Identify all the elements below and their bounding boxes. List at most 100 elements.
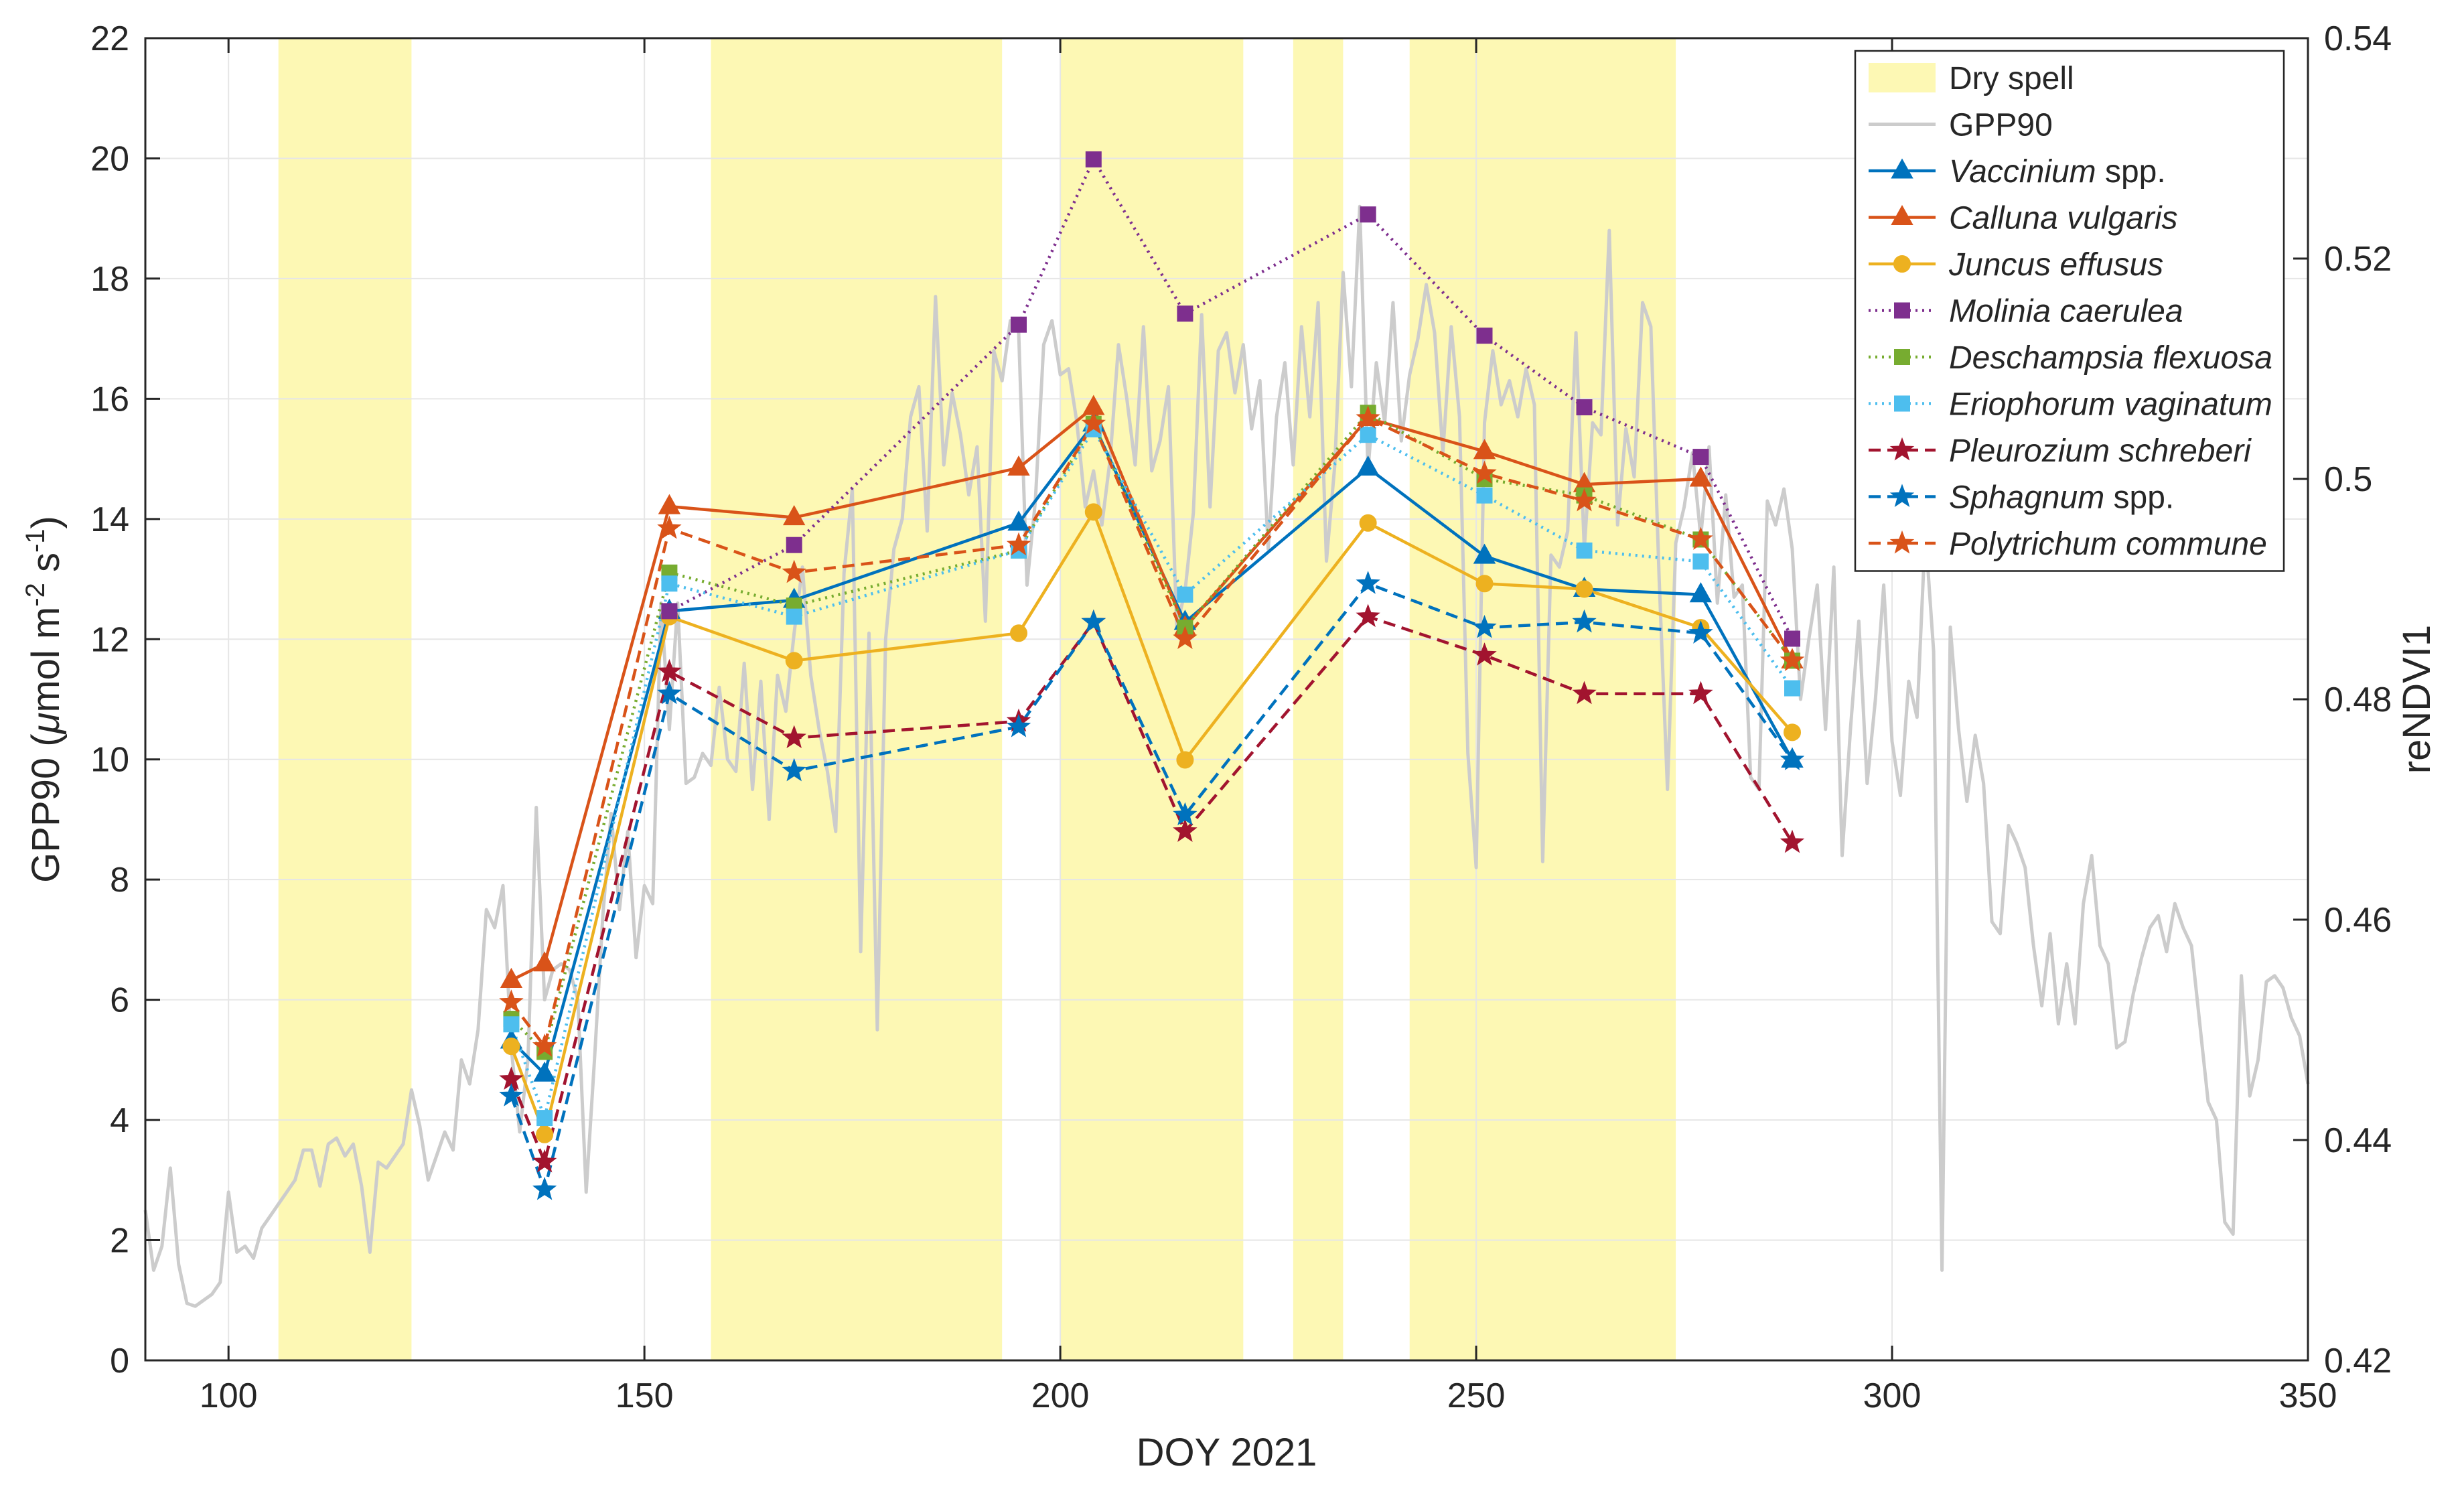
- legend-label-italic: Sphagnum: [1949, 480, 2104, 516]
- y-right-tick-label: 0.54: [2324, 19, 2392, 58]
- sphagnum-point: [1006, 713, 1031, 737]
- legend-marker-polytrichum: [1889, 530, 1915, 554]
- eriophorum-point: [1692, 553, 1709, 570]
- y-left-tick-label: 14: [90, 500, 129, 539]
- calluna-point: [533, 951, 556, 972]
- series-markers: [499, 151, 1805, 1200]
- legend-label-pleurozium: Pleurozium schreberi: [1949, 433, 2252, 469]
- y-right-axis-label: reNDVI1: [2395, 625, 2439, 774]
- x-tick-label: 350: [2279, 1376, 2337, 1415]
- legend-label-italic: Deschampsia flexuosa: [1949, 340, 2272, 376]
- y-left-label-mu: μ: [24, 713, 68, 735]
- molinia-point: [1476, 328, 1493, 344]
- pleurozium-point: [1173, 819, 1198, 842]
- legend-label-italic: Pleurozium schreberi: [1949, 433, 2252, 469]
- polytrichum-point: [1081, 411, 1106, 435]
- legend-marker-calluna: [1891, 204, 1913, 225]
- legend-marker-deschampsia: [1894, 349, 1910, 365]
- molinia-point: [1085, 151, 1102, 167]
- y-left-tick-label: 10: [90, 741, 129, 780]
- pleurozium-point: [1780, 829, 1805, 853]
- legend-marker-molinia: [1894, 302, 1910, 319]
- polytrichum-point: [1472, 460, 1497, 484]
- polytrichum-point: [532, 1034, 557, 1057]
- vaccinium-point: [1356, 455, 1380, 476]
- juncus-point: [1575, 580, 1593, 598]
- sphagnum-point: [782, 758, 806, 782]
- legend-marker-sphagnum: [1889, 484, 1915, 508]
- eriophorum-point: [503, 1016, 520, 1033]
- y-left-tick-label: 2: [110, 1222, 129, 1261]
- dry-spell-band: [1293, 38, 1344, 1360]
- y-left-tick-label: 8: [110, 861, 129, 900]
- legend-items: Dry spell GPP90 Vaccinium spp. Calluna vulg…: [1869, 61, 2272, 562]
- pleurozium-point: [657, 658, 682, 683]
- polytrichum-point: [1572, 488, 1597, 512]
- pleurozium-point: [532, 1149, 557, 1173]
- pleurozium-point: [1472, 642, 1497, 666]
- sphagnum-point: [657, 681, 682, 705]
- polytrichum-point: [1688, 526, 1713, 550]
- legend-label-italic: Calluna vulgaris: [1949, 201, 2178, 236]
- polytrichum-point: [499, 989, 524, 1013]
- legend-marker-juncus: [1893, 255, 1911, 273]
- pleurozium-point: [782, 725, 806, 749]
- polytrichum-point: [1356, 405, 1380, 429]
- dry-spell-band: [1060, 38, 1244, 1360]
- calluna-point: [658, 494, 681, 514]
- polytrichum-line: [510, 417, 1794, 1048]
- legend-label-italic: Polytrichum commune: [1949, 526, 2267, 562]
- series-lines: [510, 157, 1794, 1192]
- polytrichum-point: [782, 559, 806, 583]
- legend-marker-pleurozium: [1889, 437, 1915, 461]
- molinia-point: [1784, 630, 1801, 647]
- y-left-label-sup2: -1: [21, 528, 50, 553]
- sphagnum-point: [499, 1083, 524, 1107]
- juncus-point: [1475, 575, 1494, 593]
- y-right-tick-label: 0.48: [2324, 681, 2392, 719]
- molinia-point: [1360, 206, 1376, 223]
- legend-marker-eriophorum: [1894, 395, 1910, 412]
- juncus-point: [1784, 723, 1802, 741]
- y-left-tick-label: 20: [90, 139, 129, 178]
- eriophorum-point: [1177, 586, 1193, 603]
- y-left-tick-label: 22: [90, 19, 129, 58]
- vaccinium-point: [1473, 543, 1496, 564]
- molinia-point: [786, 537, 802, 553]
- y-left-tick-label: 0: [110, 1342, 129, 1380]
- x-tick-label: 300: [1863, 1376, 1922, 1415]
- eriophorum-line: [510, 427, 1794, 1120]
- legend-label-rest: spp.: [2104, 480, 2174, 516]
- legend-label-eriophorum: Eriophorum vaginatum: [1949, 387, 2272, 423]
- legend-label-gpp90: GPP90: [1949, 108, 2053, 143]
- vaccinium-point: [1007, 510, 1030, 531]
- y-left-tick-label: 6: [110, 981, 129, 1020]
- molinia-point: [1576, 399, 1593, 416]
- axis-ticks: 100 150 200 250 300 350 0 2 4 6 8 10 12 14 16 18 20 22 0.4…: [90, 19, 2392, 1415]
- legend-label-italic: Molinia caerulea: [1949, 294, 2183, 330]
- legend-label-vaccinium: Vaccinium spp.: [1949, 154, 2166, 190]
- molinia-point: [661, 603, 678, 620]
- legend-label-deschampsia: Deschampsia flexuosa: [1949, 340, 2272, 376]
- legend-label-rest: spp.: [2096, 154, 2166, 190]
- calluna-point: [1473, 439, 1496, 459]
- sphagnum-point: [1572, 609, 1597, 633]
- y-left-tick-label: 4: [110, 1101, 129, 1140]
- dry-spell-bands: [278, 38, 1676, 1360]
- legend-swatch-dry-spell: [1869, 63, 1936, 92]
- legend-label-sphagnum: Sphagnum spp.: [1949, 480, 2174, 516]
- y-left-tick-label: 16: [90, 380, 129, 419]
- pleurozium-point: [1572, 681, 1597, 705]
- juncus-point: [1010, 624, 1028, 642]
- sphagnum-point: [532, 1176, 557, 1200]
- legend-label-molinia: Molinia caerulea: [1949, 294, 2183, 330]
- legend-label-polytrichum: Polytrichum commune: [1949, 526, 2267, 562]
- molinia-point: [1692, 449, 1709, 466]
- sphagnum-point: [1173, 802, 1198, 826]
- x-axis-label: DOY 2021: [1137, 1431, 1317, 1474]
- x-tick-label: 100: [200, 1376, 258, 1415]
- sphagnum-line: [510, 582, 1794, 1192]
- calluna-point: [1007, 455, 1030, 476]
- legend-label-italic: Eriophorum vaginatum: [1949, 387, 2272, 423]
